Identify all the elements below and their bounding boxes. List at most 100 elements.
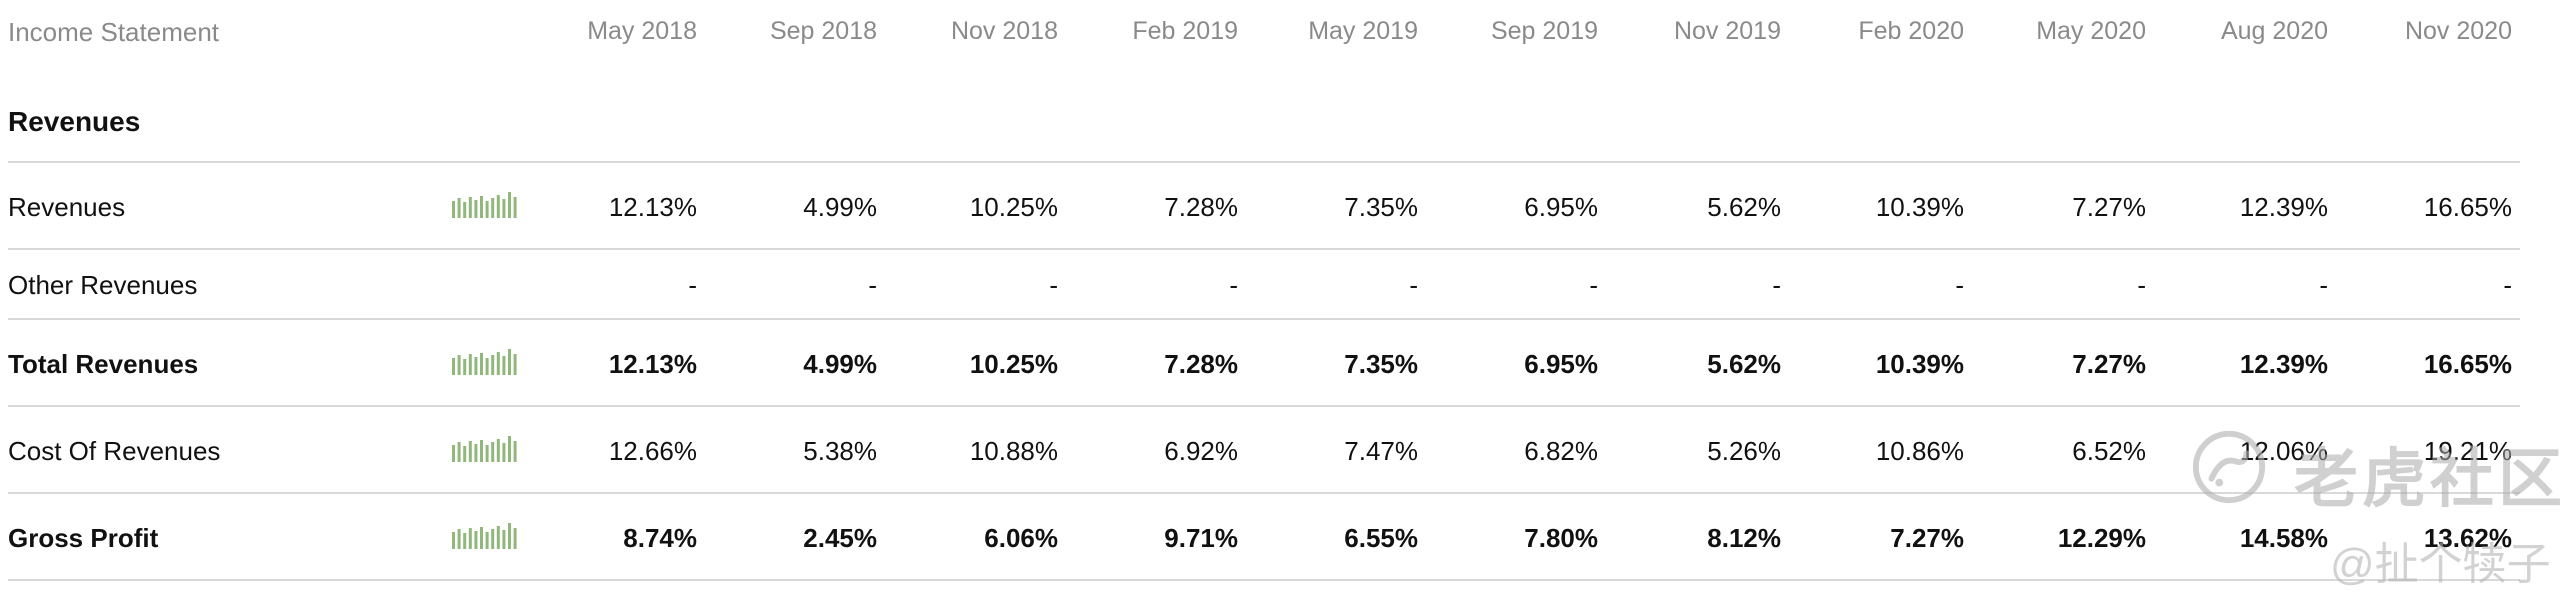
sparkline-bar [452, 357, 455, 375]
sparkline-bar [485, 444, 489, 462]
table-cell: 10.39% [1875, 191, 1964, 222]
table-cell: 19.21% [2423, 435, 2512, 466]
sparkline-bar [468, 353, 472, 375]
sparkline-bar [452, 444, 455, 462]
column-header: Feb 2019 [1132, 17, 1238, 45]
table-cell: - [688, 270, 697, 300]
table-cell: 5.62% [1707, 348, 1781, 379]
table-cell: 14.58% [2239, 522, 2328, 553]
table-cell: 7.28% [1164, 348, 1238, 379]
table-cell: - [2503, 270, 2512, 300]
table-cell: 10.25% [969, 191, 1058, 222]
sparkline-bar [491, 441, 495, 462]
table-cell: 7.27% [2072, 348, 2146, 379]
table-cell: 12.29% [2057, 522, 2146, 553]
table-cell: 7.35% [1344, 348, 1418, 379]
sparkline-bar [491, 528, 495, 549]
row-label: Gross Profit [8, 522, 159, 553]
column-header: May 2018 [587, 17, 697, 45]
sparkline-bar [496, 525, 500, 549]
sparkline-bar [508, 348, 511, 375]
table-cell: 7.28% [1164, 191, 1238, 222]
table-cell: 6.06% [984, 522, 1058, 553]
table-cell: 12.06% [2239, 435, 2328, 466]
table-cell: 7.27% [2072, 191, 2146, 222]
sparkline-bar [463, 201, 467, 218]
table-row: Gross Profit 8.74% 2.45% 6.06% 9.71% 6.55% 7.8… [8, 492, 2520, 581]
table-cell: - [2137, 270, 2146, 300]
table-cell: 7.35% [1344, 191, 1418, 222]
table-cell: 16.65% [2423, 191, 2512, 222]
table-cell: 12.66% [608, 435, 697, 466]
table-cell: 12.39% [2239, 191, 2328, 222]
sparkline-bar [491, 197, 495, 218]
sparkline-bar [452, 531, 455, 549]
table-cell: 12.13% [608, 348, 697, 379]
table-cell: - [2319, 270, 2328, 300]
sparkline-bar [508, 191, 511, 218]
table-cell: 10.86% [1875, 435, 1964, 466]
sparkline-bar [480, 526, 483, 549]
sparkline-bar [474, 356, 478, 375]
sparkline-icon[interactable] [450, 348, 520, 375]
sparkline-bar [480, 439, 483, 462]
column-header: Sep 2018 [769, 17, 877, 45]
sparkline-bar [457, 528, 461, 549]
table-cell: 2.45% [803, 522, 877, 553]
table-cell: 8.74% [623, 522, 697, 553]
sparkline-bar [485, 531, 489, 549]
table-cell: - [1229, 270, 1238, 300]
table-header: Income Statement May 2018 Sep 2018 Nov 201… [0, 0, 2520, 64]
table-cell: 6.55% [1344, 522, 1418, 553]
table-cell: 4.99% [803, 191, 877, 222]
column-header: Aug 2020 [2220, 17, 2328, 45]
sparkline-bar [468, 527, 472, 549]
table-cell: 4.99% [803, 348, 877, 379]
table-row: Cost Of Revenues 12.66% 5.38% 10.88% 6.92% 7.… [8, 405, 2520, 494]
row-label: Total Revenues [8, 348, 199, 379]
sparkline-bar [508, 435, 511, 462]
sparkline-bar [457, 441, 461, 462]
sparkline-icon[interactable] [450, 435, 520, 462]
column-header: Sep 2019 [1490, 17, 1598, 45]
column-header: Feb 2020 [1858, 17, 1964, 45]
table-cell: 9.71% [1164, 522, 1238, 553]
table-cell: 6.92% [1164, 435, 1238, 466]
table-cell: 16.65% [2423, 348, 2512, 379]
table-cell: 5.38% [803, 435, 877, 466]
column-header: Nov 2020 [2404, 17, 2512, 45]
table-cell: 10.25% [969, 348, 1058, 379]
table-cell: 10.39% [1875, 348, 1964, 379]
table-cell: 6.95% [1524, 191, 1598, 222]
sparkline-icon[interactable] [450, 191, 520, 218]
sparkline-bar [502, 529, 506, 549]
sparkline-bar [513, 196, 517, 218]
column-header: May 2019 [1308, 17, 1418, 45]
table-cell: 12.13% [608, 191, 697, 222]
sparkline-bar [485, 200, 489, 218]
table-cell: 12.39% [2239, 348, 2328, 379]
table-cell: 8.12% [1707, 522, 1781, 553]
table-row: Other Revenues - - - - - - - - - - - [8, 248, 2520, 320]
sparkline-bar [457, 354, 461, 375]
sparkline-bar [496, 351, 500, 375]
table-cell: - [1409, 270, 1418, 300]
table-cell: 10.88% [969, 435, 1058, 466]
sparkline-icon[interactable] [450, 522, 520, 549]
sparkline-bar [513, 440, 517, 462]
sparkline-bar [468, 196, 472, 218]
sparkline-bar [513, 353, 517, 375]
table-cell: - [1772, 270, 1781, 300]
sparkline-bar [496, 194, 500, 218]
sparkline-bar [508, 522, 511, 549]
table-cell: 6.52% [2072, 435, 2146, 466]
row-label: Revenues [8, 191, 126, 222]
sparkline-bar [513, 527, 517, 549]
table-cell: 6.95% [1524, 348, 1598, 379]
sparkline-bar [480, 352, 483, 375]
sparkline-bar [502, 355, 506, 375]
sparkline-bar [474, 199, 478, 218]
sparkline-bar [502, 442, 506, 462]
table-row: Revenues 12.13% 4.99% 10.25% 7.28% 7.35% 6.95%… [8, 161, 2520, 250]
